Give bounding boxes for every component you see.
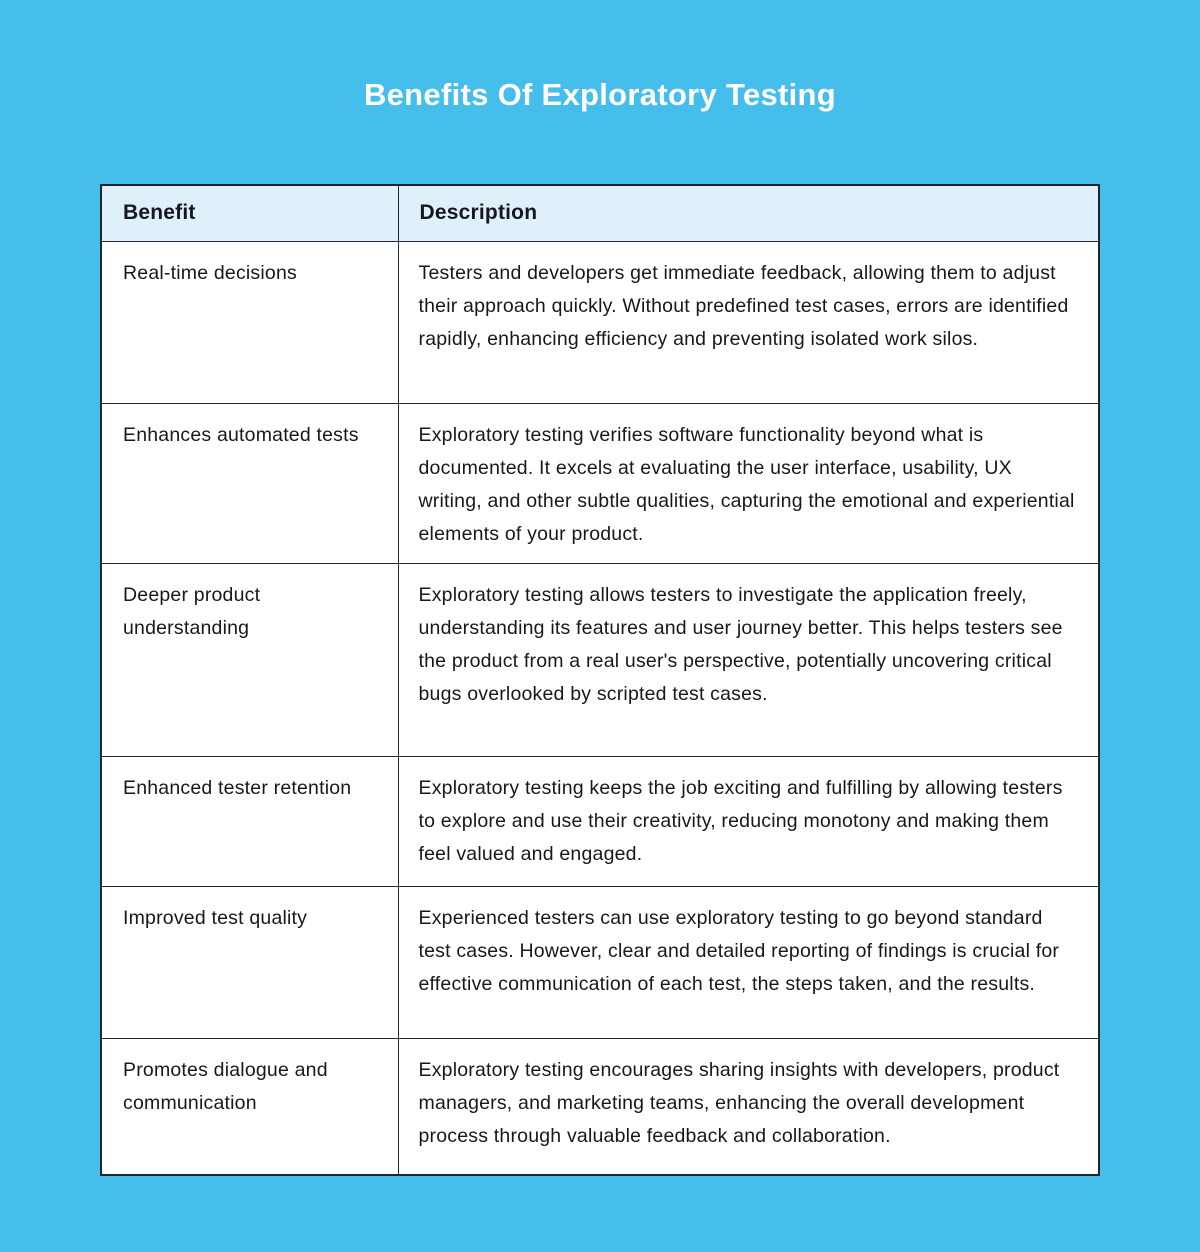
table-row: Improved test quality Experienced tester…	[100, 885, 1100, 1039]
table-row: Enhances automated tests Exploratory tes…	[100, 402, 1100, 564]
description-text: Exploratory testing encourages sharing i…	[418, 1058, 1060, 1147]
table-row: Real-time decisions Testers and develope…	[100, 240, 1100, 404]
table-row: Promotes dialogue and communication Expl…	[100, 1037, 1100, 1176]
page-title: Benefits Of Exploratory Testing	[363, 77, 837, 112]
description-cell: Experienced testers can use exploratory …	[397, 885, 1100, 1039]
description-cell: Testers and developers get immediate fee…	[397, 240, 1100, 404]
benefit-text: Promotes dialogue and communication	[123, 1058, 328, 1114]
benefits-table: Benefit Description Real-time decisions …	[100, 184, 1100, 1176]
benefit-text: Deeper product understanding	[123, 583, 261, 639]
benefit-text: Enhanced tester retention	[123, 776, 352, 799]
table-row: Enhanced tester retention Exploratory te…	[100, 755, 1100, 887]
benefit-cell: Enhances automated tests	[100, 402, 399, 564]
column-header-description: Description	[397, 184, 1100, 242]
description-cell: Exploratory testing verifies software fu…	[397, 402, 1100, 564]
description-text: Exploratory testing keeps the job exciti…	[418, 776, 1063, 865]
benefit-text: Improved test quality	[123, 906, 308, 929]
benefit-text: Enhances automated tests	[123, 423, 359, 446]
benefit-text: Real-time decisions	[123, 261, 297, 284]
benefit-cell: Real-time decisions	[100, 240, 399, 404]
benefit-cell: Improved test quality	[100, 885, 399, 1039]
table-row: Deeper product understanding Exploratory…	[100, 562, 1100, 757]
table-body: Real-time decisions Testers and develope…	[100, 240, 1100, 1176]
benefit-cell: Promotes dialogue and communication	[100, 1037, 399, 1176]
table-header-row: Benefit Description	[100, 184, 1100, 242]
benefit-cell: Enhanced tester retention	[100, 755, 399, 887]
column-header-benefit: Benefit	[100, 184, 399, 242]
description-cell: Exploratory testing keeps the job exciti…	[397, 755, 1100, 887]
description-text: Experienced testers can use exploratory …	[418, 906, 1060, 995]
description-text: Testers and developers get immediate fee…	[418, 261, 1069, 350]
description-text: Exploratory testing verifies software fu…	[418, 423, 1075, 545]
description-cell: Exploratory testing encourages sharing i…	[397, 1037, 1100, 1176]
benefit-cell: Deeper product understanding	[100, 562, 399, 757]
description-text: Exploratory testing allows testers to in…	[418, 583, 1063, 705]
description-cell: Exploratory testing allows testers to in…	[397, 562, 1100, 757]
